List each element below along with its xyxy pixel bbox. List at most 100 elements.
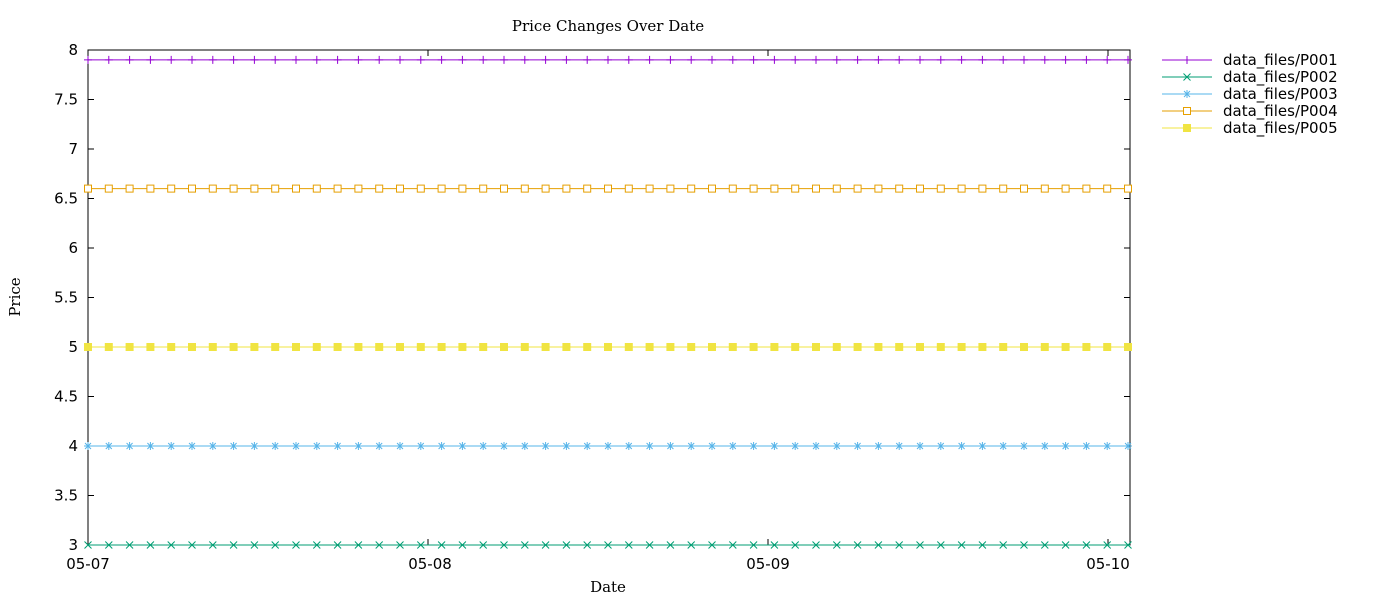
data-point [936, 184, 945, 193]
data-point [999, 184, 1008, 193]
data-point [125, 541, 134, 549]
data-point [957, 184, 966, 193]
data-point [354, 55, 363, 64]
data-point [1061, 442, 1070, 450]
data-point [812, 442, 820, 450]
data-point [292, 184, 300, 193]
data-point [146, 55, 155, 64]
data-point [1103, 541, 1112, 549]
data-point [125, 343, 134, 351]
data-point [354, 184, 363, 193]
data-point [583, 541, 592, 549]
data-point [271, 541, 280, 549]
data-point [770, 55, 779, 64]
data-point [188, 343, 196, 351]
data-point [1124, 541, 1132, 549]
data-point [1040, 442, 1049, 450]
data-point [541, 442, 550, 450]
data-point [520, 55, 529, 64]
data-point [853, 442, 862, 450]
data-point [895, 55, 904, 64]
data-point [666, 55, 675, 64]
data-point [1082, 541, 1091, 549]
data-point [874, 55, 883, 64]
data-point [333, 541, 342, 549]
y-tick-label: 3 [68, 536, 78, 554]
data-point [437, 343, 446, 351]
data-point [1082, 442, 1091, 450]
data-point [957, 541, 966, 549]
data-point [250, 343, 259, 351]
data-point [1183, 107, 1191, 115]
data-point [416, 184, 425, 193]
data-point [1103, 442, 1112, 450]
data-point [271, 442, 280, 450]
data-point [312, 541, 321, 549]
data-point [687, 184, 696, 193]
data-point [541, 541, 550, 549]
data-point [541, 55, 550, 64]
data-point [541, 343, 550, 351]
data-point [749, 55, 758, 64]
data-point [229, 55, 238, 64]
data-point [1040, 55, 1049, 64]
data-point [749, 541, 758, 549]
data-point [250, 55, 259, 64]
data-point [188, 442, 196, 450]
data-point [312, 55, 321, 64]
data-point [853, 343, 862, 351]
data-point [687, 343, 696, 351]
data-point [874, 184, 883, 193]
data-point [208, 55, 217, 64]
data-point [812, 343, 820, 351]
data-point [84, 55, 92, 64]
plot-border [87, 49, 1131, 546]
data-point [104, 442, 113, 450]
series-1 [84, 55, 1132, 64]
data-point [500, 55, 508, 64]
data-point [895, 184, 904, 193]
data-point [562, 343, 571, 351]
data-point [416, 343, 425, 351]
data-point [375, 55, 384, 64]
y-tick-label: 3.5 [54, 487, 78, 505]
data-point [125, 55, 134, 64]
data-point [583, 442, 592, 450]
data-point [500, 541, 508, 549]
data-point [125, 442, 134, 450]
y-tick-label: 4.5 [54, 388, 78, 406]
data-point [437, 184, 446, 193]
data-point [1183, 124, 1191, 132]
data-point [208, 442, 217, 450]
data-point [791, 442, 800, 450]
data-point [479, 184, 488, 193]
data-point [354, 442, 363, 450]
data-point [520, 442, 529, 450]
data-point [479, 343, 488, 351]
data-point [999, 343, 1008, 351]
data-point [333, 442, 342, 450]
data-point [832, 184, 841, 193]
data-point [1040, 343, 1049, 351]
data-point [437, 541, 446, 549]
data-point [271, 184, 280, 193]
data-point [562, 184, 571, 193]
data-point [1183, 73, 1191, 81]
data-point [500, 184, 508, 193]
data-point [916, 343, 924, 351]
data-point [583, 184, 592, 193]
data-point [84, 343, 92, 351]
data-point [167, 184, 176, 193]
data-point [1061, 55, 1070, 64]
data-point [458, 442, 467, 450]
y-tick-label: 7 [68, 140, 78, 158]
data-point [749, 343, 758, 351]
data-point [1061, 184, 1070, 193]
legend-label: data_files/P001 [1223, 51, 1338, 70]
data-point [812, 184, 820, 193]
data-point [1124, 343, 1132, 351]
data-point [812, 55, 820, 64]
data-point [624, 55, 633, 64]
data-point [479, 55, 488, 64]
data-point [1020, 343, 1028, 351]
